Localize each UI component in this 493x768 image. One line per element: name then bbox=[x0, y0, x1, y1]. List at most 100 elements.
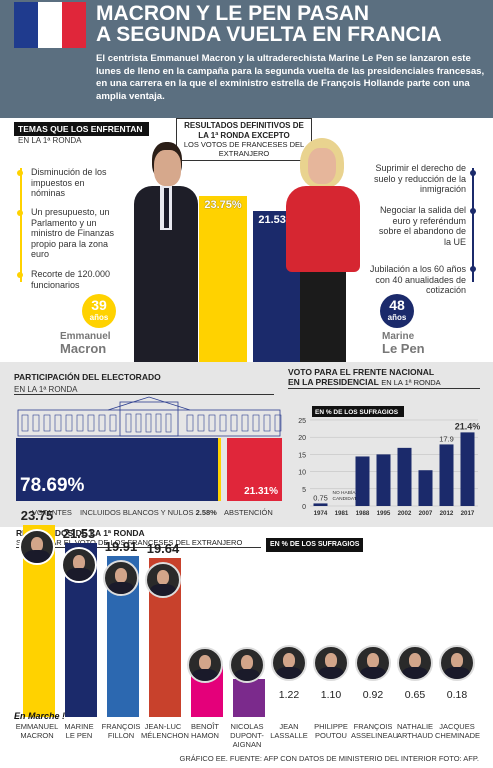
lepen-first-name: Marine bbox=[382, 331, 415, 342]
macron-result-pct: 23.75% bbox=[204, 198, 242, 211]
lepen-trousers bbox=[300, 272, 346, 364]
palace-column bbox=[165, 413, 172, 433]
fn-xtick-label: 1988 bbox=[356, 510, 370, 517]
macron-last-name: Macron bbox=[60, 341, 107, 356]
palace-window bbox=[263, 414, 271, 432]
fn-chart-title-2: EN LA PRESIDENCIAL bbox=[288, 377, 379, 387]
candidate-name-line: NATHALIE bbox=[396, 722, 434, 731]
lepen-last-name: Le Pen bbox=[382, 341, 425, 356]
candidate-name-line: NICOLAS bbox=[230, 722, 264, 731]
macron-point-dot bbox=[17, 210, 23, 216]
first-round-label: RESULTADOS DE LA 1ª RONDA SIN CONTAR EL … bbox=[16, 528, 261, 548]
candidate-name-line: MÉLENCHON bbox=[141, 731, 189, 740]
fn-ytick-label: 20 bbox=[298, 435, 306, 442]
palace-window bbox=[98, 414, 106, 432]
fn-ytick-label: 15 bbox=[298, 452, 306, 459]
candidate-name-line: FRANÇOIS bbox=[353, 722, 393, 731]
candidate-suit bbox=[191, 668, 219, 681]
lepen-point-dot bbox=[470, 170, 476, 176]
candidate-name-line: JEAN-LUC bbox=[144, 722, 182, 731]
candidate-name-line: ARTHAUD bbox=[396, 731, 434, 740]
candidate-name: FRANÇOIS FILLON bbox=[99, 722, 143, 740]
fn-ytick-label: 0 bbox=[302, 504, 306, 511]
candidate-face bbox=[198, 655, 212, 671]
candidate-photo bbox=[397, 645, 433, 681]
candidate-face bbox=[72, 554, 86, 570]
palace-window bbox=[109, 414, 117, 432]
palace-window bbox=[274, 414, 282, 432]
fn-xtick-label: 2012 bbox=[440, 510, 454, 517]
palace-window bbox=[197, 414, 205, 432]
candidate-name-line: PHILIPPE bbox=[314, 722, 348, 731]
candidate-name: JEAN-LUC MÉLENCHON bbox=[141, 722, 189, 740]
fn-bar bbox=[418, 470, 433, 506]
palace-window bbox=[65, 414, 73, 432]
candidate-name-line: JACQUES bbox=[439, 722, 475, 731]
fn-badge-text: EN % DE LOS SUFRAGIOS bbox=[315, 409, 399, 416]
macron-result-bar: 23.75% bbox=[199, 195, 247, 362]
candidate-suit bbox=[149, 583, 177, 596]
palace-window bbox=[208, 414, 216, 432]
first-round-value: 0.18 bbox=[446, 689, 468, 701]
first-round-title: RESULTADOS DE LA 1ª RONDA bbox=[16, 528, 145, 538]
participation-label: PARTICIPACIÓN DEL ELECTORADO EN LA 1ª RO… bbox=[14, 367, 274, 395]
candidate-suit bbox=[23, 550, 51, 563]
candidate-name: FRANÇOIS ASSELINEAU bbox=[351, 722, 398, 740]
candidate-face bbox=[450, 653, 464, 669]
fn-bar bbox=[439, 444, 454, 506]
lepen-point-3: Jubilación a los 60 años con 40 anualida… bbox=[369, 264, 466, 295]
fn-data-label: NO HABÍA bbox=[333, 489, 357, 496]
fn-chart-title-sub: EN LA 1ª RONDA bbox=[381, 378, 441, 387]
candidate-suit bbox=[443, 666, 471, 679]
candidate-face bbox=[366, 653, 380, 669]
candidate-name-line: MARINE bbox=[64, 722, 94, 731]
candidate-name-line: JEAN bbox=[279, 722, 299, 731]
candidate-name-line: DUPONT- bbox=[230, 731, 264, 740]
candidate-name-line: LASSALLE bbox=[270, 731, 308, 740]
candidate-photo bbox=[271, 645, 307, 681]
candidate-suit bbox=[107, 581, 135, 594]
lepen-point-dot bbox=[470, 266, 476, 272]
topics-sub: EN LA 1ª RONDA bbox=[18, 136, 82, 145]
fn-data-label: 17.9 bbox=[439, 434, 454, 443]
fn-badge-bg bbox=[312, 406, 404, 417]
candidate-photo bbox=[313, 645, 349, 681]
fn-data-label: 0.75 bbox=[313, 493, 328, 502]
fn-ytick-label: 25 bbox=[298, 418, 306, 425]
lepen-point-dot bbox=[470, 208, 476, 214]
candidate-photo bbox=[187, 647, 223, 683]
french-flag-icon bbox=[14, 2, 86, 48]
fn-xtick-label: 2007 bbox=[419, 510, 433, 517]
lepen-face bbox=[308, 148, 336, 184]
results-box: RESULTADOS DEFINITIVOS DE LA 1ª RONDA EX… bbox=[176, 118, 312, 161]
macron-first-name: Emmanuel bbox=[60, 331, 111, 342]
palace-column bbox=[135, 413, 142, 433]
first-round-value: 19.91 bbox=[104, 538, 138, 554]
fn-data-label: CANDIDATO bbox=[333, 496, 361, 502]
candidate-name-line: POUTOU bbox=[315, 731, 347, 740]
candidate-name-line: FILLON bbox=[107, 731, 135, 740]
footer-credit: GRÁFICO EE. FUENTE: AFP CON DATOS DE MIN… bbox=[179, 754, 480, 763]
macron-face bbox=[154, 150, 181, 186]
candidate-face bbox=[156, 570, 170, 586]
page-title: MACRON Y LE PEN PASAN A SEGUNDA VUELTA E… bbox=[96, 3, 486, 45]
candidate-photo bbox=[145, 561, 181, 598]
macron-point-dot bbox=[17, 272, 23, 278]
votantes-pct: 78.69% bbox=[20, 475, 85, 496]
candidate-face bbox=[240, 655, 254, 671]
palace-column bbox=[125, 413, 132, 433]
first-round-value: 0.65 bbox=[404, 689, 426, 701]
candidate-photo bbox=[61, 546, 97, 583]
fn-xtick-label: 1974 bbox=[314, 510, 328, 517]
fn-xtick-label: 1981 bbox=[335, 510, 349, 517]
flag-white-band bbox=[38, 2, 62, 48]
macron-photo bbox=[130, 142, 200, 366]
lepen-photo bbox=[286, 138, 360, 364]
first-round-sub: SIN CONTAR EL VOTO DE LOS FRANCESES DEL … bbox=[16, 538, 243, 547]
candidate-name-line: FRANÇOIS bbox=[101, 722, 141, 731]
blancos-pct: 2.58% bbox=[195, 508, 217, 517]
macron-point-dot bbox=[17, 170, 23, 176]
candidate-name: NATHALIE ARTHAUD bbox=[393, 722, 437, 740]
lepen-name: Marine Le Pen bbox=[382, 331, 442, 356]
abstencion-pct: 21.31% bbox=[244, 486, 278, 497]
